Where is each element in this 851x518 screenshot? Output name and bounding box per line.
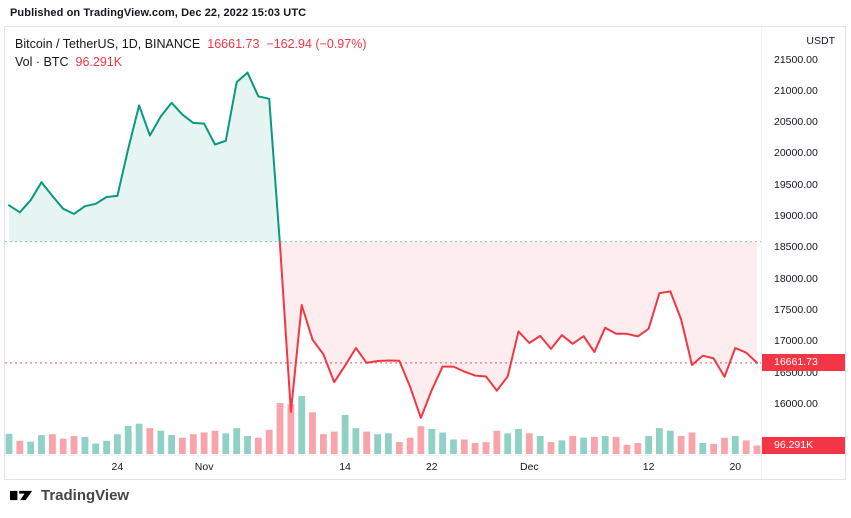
price-tick-label: 17500.00 (774, 303, 818, 316)
price-tick-label: 18500.00 (774, 241, 818, 254)
price-tick-label: 21500.00 (774, 53, 818, 66)
time-axis[interactable]: 24 Nov 14 22 Dec 12 20 (5, 455, 761, 479)
time-tick-label: 14 (339, 461, 351, 473)
tradingview-logo-icon (10, 488, 34, 503)
time-tick-label: 22 (425, 461, 438, 473)
time-tick-label: Nov (194, 461, 214, 473)
price-tick-label: 20500.00 (774, 116, 818, 129)
price-tick-label: 19500.00 (774, 178, 818, 191)
time-tick-label: 24 (111, 461, 124, 473)
area-fill-up (9, 72, 757, 242)
volume-label: Vol · BTC (15, 55, 69, 69)
price-tick-label: 19000.00 (774, 210, 818, 223)
price-scale[interactable]: USDT 16661.73 96.291K 21500.00 21000.00 20… (761, 27, 845, 479)
legend-volume-value: 96.291K (75, 55, 123, 69)
price-line-down (278, 241, 758, 419)
legend-change: −162.94 (−0.97%) (266, 37, 367, 51)
time-tick-label: 12 (642, 461, 655, 473)
chart-widget: Bitcoin / TetherUS, 1D, BINANCE 16661.73−… (4, 26, 846, 480)
legend-last-price: 16661.73 (207, 37, 260, 51)
price-tick-label: 20000.00 (774, 147, 818, 160)
price-tick-label: 18000.00 (774, 272, 818, 285)
price-line-up (8, 71, 281, 242)
symbol-title: Bitcoin / TetherUS, 1D, BINANCE (15, 37, 201, 51)
time-tick-label: 20 (729, 461, 742, 473)
time-tick-label: Dec (520, 461, 539, 473)
currency-label: USDT (806, 35, 835, 47)
brand-wordmark: TradingView (41, 487, 130, 504)
last-price-badge: 16661.73 (762, 354, 845, 372)
published-caption: Published on TradingView.com, Dec 22, 20… (10, 7, 307, 19)
volume-badge: 96.291K (762, 437, 845, 455)
tradingview-attribution[interactable]: TradingView (10, 487, 129, 504)
area-fill-down (279, 241, 757, 418)
price-tick-label: 16000.00 (774, 397, 818, 410)
plot-area[interactable] (5, 27, 761, 455)
price-tick-label: 21000.00 (774, 84, 818, 97)
price-tick-label: 17000.00 (774, 335, 818, 348)
volume-bars (5, 396, 761, 454)
chart-legend: Bitcoin / TetherUS, 1D, BINANCE 16661.73−… (15, 35, 366, 71)
